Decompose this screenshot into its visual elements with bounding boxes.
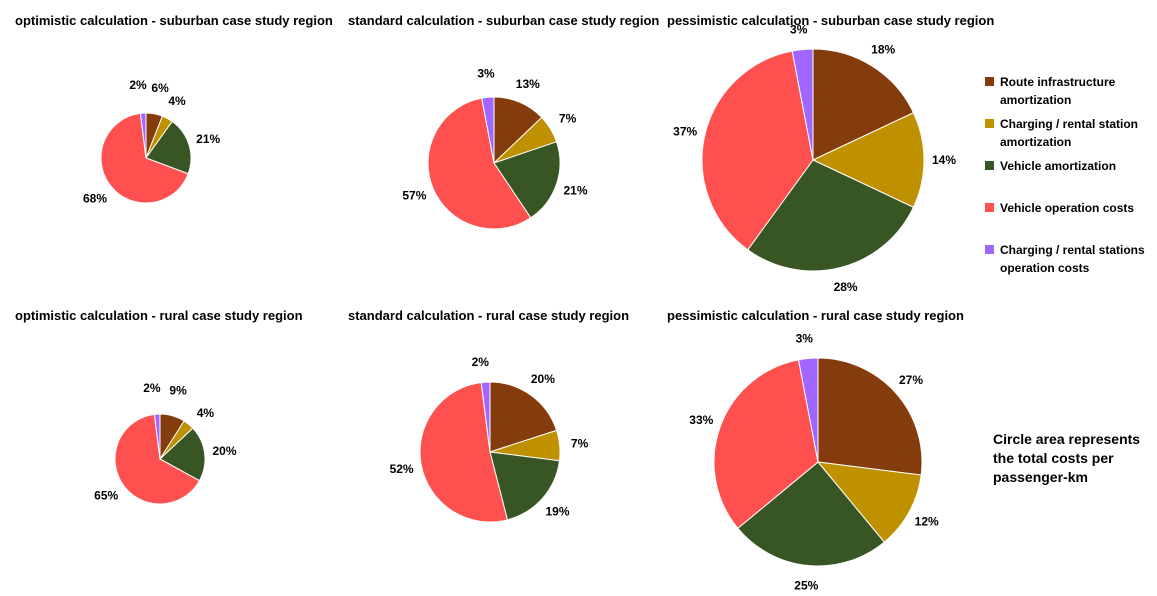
data-label: 2% bbox=[129, 78, 147, 92]
pie-slice bbox=[100, 112, 189, 204]
data-label: 13% bbox=[516, 77, 540, 91]
pie-slice bbox=[747, 159, 915, 272]
pie-slice bbox=[797, 357, 819, 463]
legend-label: Charging / rental stations bbox=[1000, 243, 1145, 257]
chart-title: optimistic calculation - suburban case s… bbox=[15, 13, 333, 28]
data-label: 9% bbox=[169, 384, 187, 398]
legend-label: amortization bbox=[1000, 135, 1071, 149]
data-label: 28% bbox=[834, 280, 858, 294]
data-label: 3% bbox=[790, 23, 808, 37]
legend-label: Route infrastructure bbox=[1000, 75, 1116, 89]
chart-title: optimistic calculation - rural case stud… bbox=[15, 308, 303, 323]
data-label: 21% bbox=[563, 184, 587, 198]
pie-slice bbox=[489, 451, 561, 521]
pie-slice bbox=[713, 359, 819, 529]
data-label: 4% bbox=[197, 406, 215, 420]
chart-title: standard calculation - suburban case stu… bbox=[348, 13, 659, 28]
pie-slice bbox=[427, 97, 532, 230]
legend-swatch bbox=[985, 203, 994, 212]
data-label: 33% bbox=[689, 413, 713, 427]
pie-slice bbox=[817, 357, 923, 476]
legend-label: Vehicle operation costs bbox=[1000, 201, 1134, 215]
pie-slice bbox=[791, 48, 814, 161]
pie-slice bbox=[811, 112, 925, 208]
legend-swatch bbox=[985, 119, 994, 128]
data-label: 68% bbox=[83, 191, 107, 205]
chart-title: pessimistic calculation - suburban case … bbox=[667, 13, 994, 28]
legend-label: operation costs bbox=[1000, 261, 1090, 275]
pie-slice bbox=[701, 50, 814, 251]
legend-swatch bbox=[985, 77, 994, 86]
legend-swatch bbox=[985, 245, 994, 254]
data-label: 20% bbox=[531, 372, 555, 386]
data-label: 14% bbox=[932, 153, 956, 167]
pie-slice bbox=[737, 461, 885, 567]
pie-chart-3: pessimistic calculation - suburban case … bbox=[667, 13, 994, 294]
data-label: 65% bbox=[94, 489, 118, 503]
pie-chart-5: standard calculation - rural case study … bbox=[348, 308, 629, 523]
data-label: 7% bbox=[559, 112, 577, 126]
data-label: 57% bbox=[402, 189, 426, 203]
pie-slice bbox=[139, 112, 147, 159]
pie-chart-1: optimistic calculation - suburban case s… bbox=[15, 13, 333, 205]
pie-slice bbox=[159, 427, 206, 482]
data-label: 3% bbox=[477, 66, 495, 80]
circle-area-note: Circle area represents the total costs p… bbox=[993, 431, 1141, 485]
pie-slice bbox=[114, 413, 201, 505]
pie-slice bbox=[481, 96, 495, 164]
pie-slice bbox=[816, 461, 922, 543]
pie-slice bbox=[493, 141, 561, 219]
data-label: 12% bbox=[915, 515, 939, 529]
data-label: 4% bbox=[168, 94, 186, 108]
data-label: 2% bbox=[143, 381, 161, 395]
data-label: 18% bbox=[871, 42, 895, 56]
pie-slice bbox=[480, 381, 491, 453]
data-label: 52% bbox=[390, 462, 414, 476]
data-label: 27% bbox=[899, 373, 923, 387]
pie-chart-2: standard calculation - suburban case stu… bbox=[348, 13, 659, 230]
chart-title: pessimistic calculation - rural case stu… bbox=[667, 308, 964, 323]
legend-swatch bbox=[985, 161, 994, 170]
data-label: 25% bbox=[794, 578, 818, 591]
data-label: 37% bbox=[673, 124, 697, 138]
pie-chart-6: pessimistic calculation - rural case stu… bbox=[667, 308, 964, 592]
pie-slice bbox=[812, 48, 915, 161]
data-label: 20% bbox=[212, 444, 236, 458]
data-label: 21% bbox=[196, 132, 220, 146]
pie-slice bbox=[153, 413, 161, 460]
legend-label: amortization bbox=[1000, 93, 1071, 107]
data-label: 3% bbox=[796, 332, 814, 346]
chart-title: standard calculation - rural case study … bbox=[348, 308, 629, 323]
legend-label: Charging / rental station bbox=[1000, 117, 1138, 131]
data-label: 6% bbox=[151, 81, 169, 95]
data-label: 7% bbox=[571, 437, 589, 451]
legend: Route infrastructure amortization Charging… bbox=[985, 75, 1145, 275]
data-label: 2% bbox=[472, 355, 490, 369]
data-label: 19% bbox=[545, 505, 569, 519]
pie-slice bbox=[145, 120, 192, 175]
pie-chart-4: optimistic calculation - rural case stud… bbox=[15, 308, 303, 505]
legend-label: Vehicle amortization bbox=[1000, 159, 1116, 173]
pie-slice bbox=[489, 381, 558, 453]
